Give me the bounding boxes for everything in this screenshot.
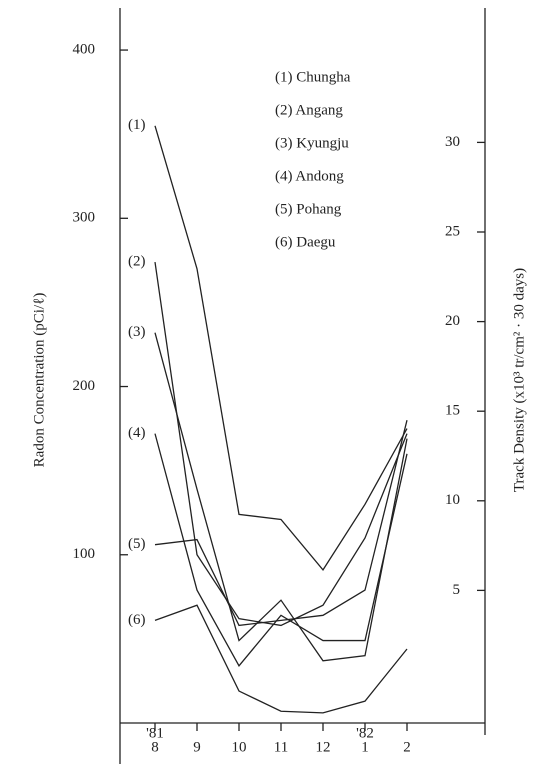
legend-entry: (5) Pohang [275,201,342,217]
x-tick-label: 1 [361,739,369,755]
y-tick-label: 100 [73,546,96,562]
series-tag: (5) [128,536,146,552]
series-tag: (2) [128,253,146,269]
legend-entry: (6) Daegu [275,234,336,250]
legend-entry: (3) Kyungju [275,135,349,151]
year-label: '82 [356,725,374,741]
y-tick-label: 400 [73,41,96,57]
year-label: '81 [146,725,164,741]
series-line [154,433,408,667]
y2-tick-label: 20 [445,313,460,329]
x-tick-label: 11 [274,739,288,755]
y2-tick-label: 25 [445,223,460,239]
series-tag: (1) [128,117,146,133]
x-tick-label: 10 [232,739,247,755]
series-line [154,604,408,714]
series-line [154,332,408,662]
series-tag: (4) [128,425,146,441]
x-tick-label: 8 [151,739,159,755]
series-line [154,261,408,627]
series-tag: (6) [128,612,146,628]
y-tick-label: 200 [73,378,96,394]
y-tick-label: 300 [73,210,96,226]
x-tick-label: 12 [316,739,331,755]
y2-tick-label: 15 [445,403,460,419]
y2-tick-label: 5 [453,582,461,598]
y2-axis-title: Track Density (x10³ tr/cm² · 30 days) [511,268,527,492]
y2-tick-label: 10 [445,492,460,508]
series-line [154,125,408,572]
legend-entry: (1) Chungha [275,69,351,85]
series-line [154,420,408,627]
y-axis-title: Radon Concentration (pCi/ℓ) [31,293,47,468]
series-tag: (3) [128,324,146,340]
y2-tick-label: 30 [445,134,460,150]
x-tick-label: 9 [193,739,201,755]
legend-entry: (4) Andong [275,168,344,184]
x-tick-label: 2 [403,739,411,755]
legend-entry: (2) Angang [275,102,343,118]
